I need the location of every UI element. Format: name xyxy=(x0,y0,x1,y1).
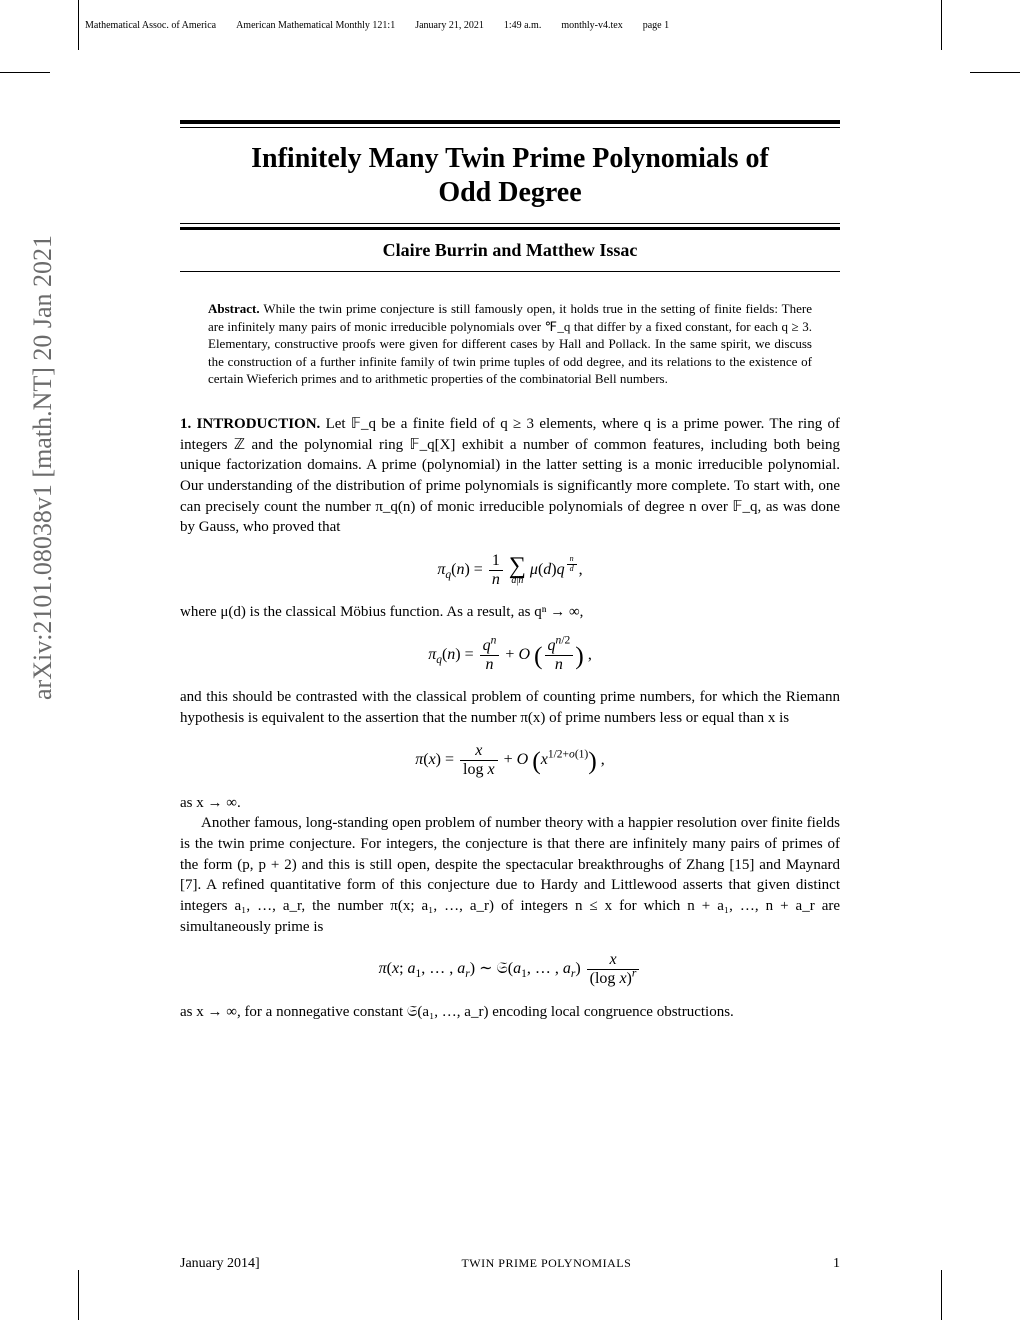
arxiv-stamp: arXiv:2101.08038v1 [math.NT] 20 Jan 2021 xyxy=(28,235,58,700)
footer-center: TWIN PRIME POLYNOMIALS xyxy=(461,1256,631,1271)
running-head-date: January 21, 2021 xyxy=(415,20,484,31)
running-head-assoc: Mathematical Assoc. of America xyxy=(85,20,216,31)
para-4: as x → ∞. xyxy=(180,793,840,814)
para-3: and this should be contrasted with the c… xyxy=(180,687,840,728)
running-head-file: monthly-v4.tex xyxy=(561,20,622,31)
equation-1: πq(n) = 1n ∑d|n μ(d)qnd, xyxy=(180,552,840,588)
page-content: Infinitely Many Twin Prime Polynomials o… xyxy=(180,120,840,1022)
running-head-page: page 1 xyxy=(643,20,669,31)
para-1: Let 𝔽_q be a finite field of q ≥ 3 eleme… xyxy=(180,416,840,535)
running-head-journal: American Mathematical Monthly 121:1 xyxy=(236,20,395,31)
abstract-label: Abstract. xyxy=(208,301,260,316)
equation-2: πq(n) = qnn + O (qn/2n) , xyxy=(180,637,840,673)
authors: Claire Burrin and Matthew Issac xyxy=(180,240,840,261)
para-6: as x → ∞, for a nonnegative constant 𝔖(a… xyxy=(180,1002,840,1023)
section-1-head: 1. INTRODUCTION. xyxy=(180,416,320,432)
footer-right: 1 xyxy=(833,1256,840,1272)
footer-left: January 2014] xyxy=(180,1256,260,1272)
running-head-time: 1:49 a.m. xyxy=(504,20,542,31)
title-rule-mid xyxy=(180,223,840,230)
title-rule-bottom xyxy=(180,271,840,272)
equation-4: π(x; a1, … , ar) ∼ 𝔖(a1, … , ar) x(log x… xyxy=(180,951,840,987)
body-text: 1. INTRODUCTION. Let 𝔽_q be a finite fie… xyxy=(180,414,840,1022)
equation-3: π(x) = xlog x + O (x1/2+o(1)) , xyxy=(180,742,840,778)
abstract: Abstract. While the twin prime conjectur… xyxy=(208,300,812,388)
para-2: where μ(d) is the classical Möbius funct… xyxy=(180,602,840,623)
paper-title: Infinitely Many Twin Prime Polynomials o… xyxy=(180,142,840,209)
running-head: Mathematical Assoc. of America American … xyxy=(85,20,935,31)
page-footer: January 2014] TWIN PRIME POLYNOMIALS 1 xyxy=(180,1256,840,1272)
title-line1: Infinitely Many Twin Prime Polynomials o… xyxy=(251,143,769,174)
abstract-text: While the twin prime conjecture is still… xyxy=(208,301,812,386)
para-5: Another famous, long-standing open probl… xyxy=(180,813,840,937)
title-line2: Odd Degree xyxy=(438,177,581,208)
title-rule-top xyxy=(180,120,840,128)
